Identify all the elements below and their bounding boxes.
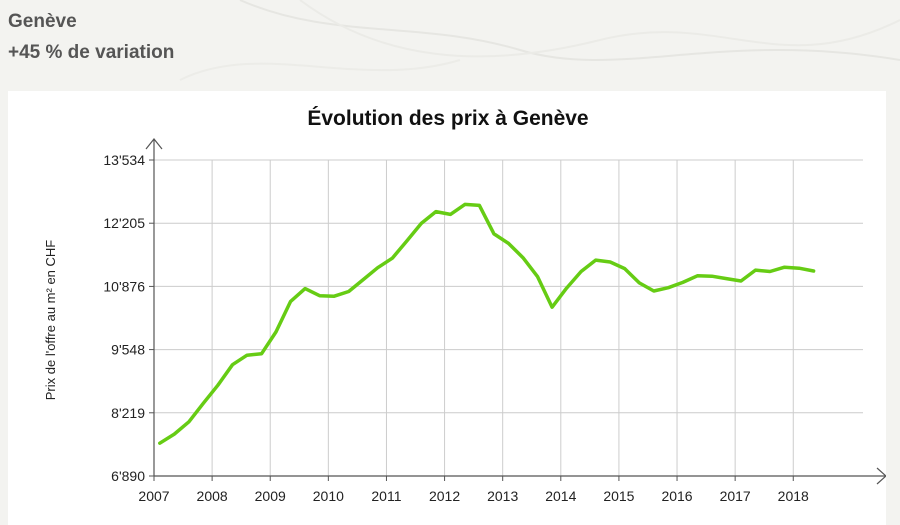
y-tick-label: 10'876: [103, 278, 145, 294]
y-tick-label: 9'548: [111, 342, 145, 358]
x-tick-label: 2014: [545, 488, 576, 504]
price-series-line: [158, 202, 816, 445]
y-axis-label: Prix de l'offre au m² en CHF: [43, 240, 58, 401]
header: Genève +45 % de variation: [8, 6, 174, 68]
x-ticks: 2007 2008 2009 2010 2011 2012 2013 2014 2015 2016…: [138, 488, 809, 504]
axes: [145, 138, 886, 485]
grid: [153, 159, 863, 476]
x-tick-label: 2015: [603, 488, 634, 504]
x-tick-label: 2018: [778, 488, 809, 504]
x-tick-label: 2009: [255, 488, 286, 504]
x-tick-label: 2013: [487, 488, 518, 504]
x-tick-label: 2010: [313, 488, 344, 504]
y-axis-arrow: [145, 138, 163, 150]
x-tick-label: 2008: [197, 488, 228, 504]
city-name: Genève: [8, 11, 77, 32]
y-tick-label: 8'219: [111, 405, 145, 421]
chart-panel: Évolution des prix à Genève Prix de l'of…: [8, 91, 886, 525]
y-tick-label: 12'205: [103, 215, 145, 231]
x-tick-label: 2011: [371, 488, 401, 504]
x-tick-label: 2016: [661, 488, 692, 504]
x-tick-label: 2007: [138, 488, 169, 504]
y-tick-label: 6'890: [111, 468, 145, 484]
chart-title: Évolution des prix à Genève: [307, 107, 588, 130]
variation-label: +45 % de variation: [8, 42, 175, 63]
price-chart: Évolution des prix à Genève Prix de l'of…: [43, 107, 886, 504]
y-ticks: 6'890 8'219 9'548 10'876 12'205 13'534: [103, 152, 145, 484]
series-group: [158, 202, 816, 445]
y-tick-label: 13'534: [103, 152, 145, 168]
x-tick-label: 2017: [720, 488, 751, 504]
x-axis-arrow: [876, 467, 886, 485]
x-tick-label: 2012: [429, 488, 460, 504]
